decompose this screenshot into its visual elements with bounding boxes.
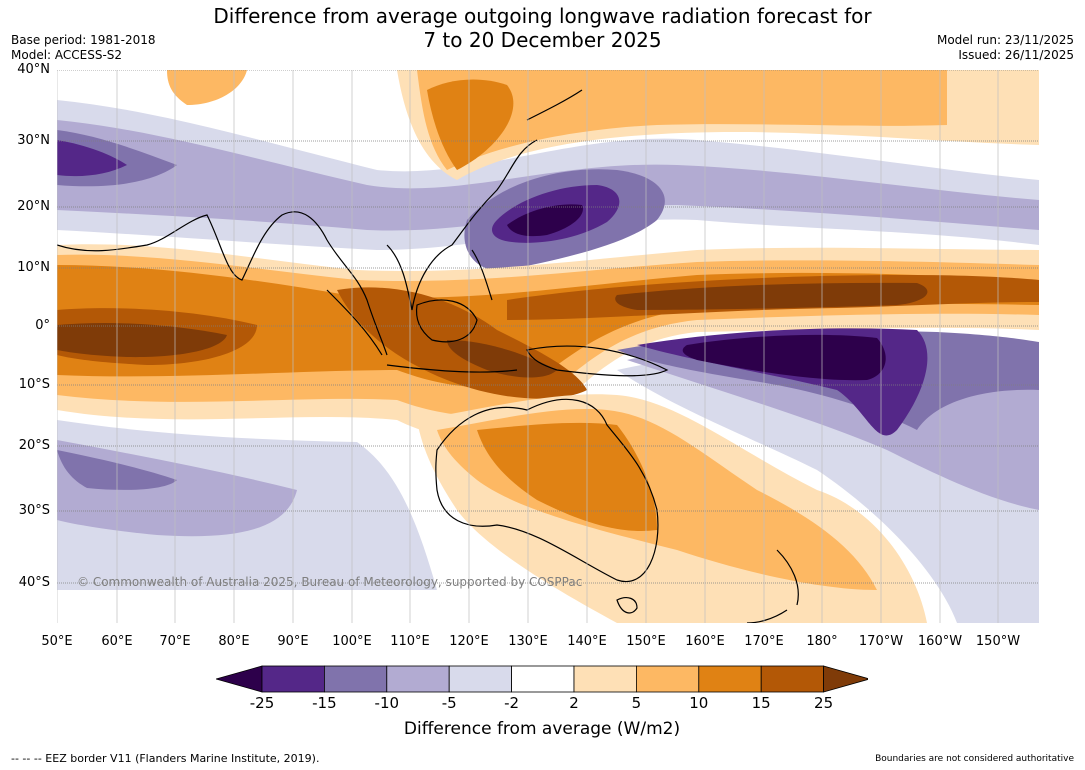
coastline-new-zealand [746, 549, 799, 623]
lat-label: 20°N [17, 199, 50, 214]
anomaly-fields-equatorial [57, 244, 1039, 441]
purple-arabia-core [57, 140, 127, 177]
colorbar-extend-low [216, 665, 263, 693]
coastline-java [386, 364, 518, 373]
colorbar-extend-high [823, 665, 868, 693]
colorbar-cell [261, 665, 325, 693]
orange-east-china [427, 79, 514, 170]
colorbar-tick-label: -25 [249, 694, 275, 712]
lon-label: 170°W [858, 634, 904, 649]
lat-label: 0° [35, 318, 50, 333]
lon-label: 180° [806, 634, 838, 649]
coastline-arabia-india [57, 211, 328, 281]
page-title: Difference from average outgoing longwav… [150, 4, 935, 52]
title-line-2: 7 to 20 December 2025 [423, 28, 662, 52]
orange-australia-strong [477, 422, 657, 531]
coastline-tasmania [616, 597, 638, 614]
colorbar-cell [324, 665, 388, 693]
colorbar-cell [573, 665, 637, 693]
colorbar-cell [448, 665, 512, 693]
lat-label: 10°N [17, 260, 50, 275]
purple-philippines-deep [507, 204, 583, 237]
colorbar-tick-label: -15 [312, 694, 337, 712]
metadata-left: Base period: 1981-2018 Model: ACCESS-S2 [11, 33, 156, 63]
colorbar-tick-label: -10 [374, 694, 400, 712]
darkbrown-indian-ocean [57, 323, 227, 358]
lon-label: 100°E [332, 634, 372, 649]
colorbar-cell [386, 665, 450, 693]
copyright-text: © Commonwealth of Australia 2025, Bureau… [77, 575, 583, 589]
coastlines [57, 89, 799, 623]
coastline-australia [435, 398, 659, 583]
lon-label: 160°E [685, 634, 725, 649]
colorbar-tick-label: 5 [631, 694, 642, 712]
coastline-southeast-asia [326, 139, 538, 356]
coastline-japan [526, 89, 583, 121]
lon-label: 150°E [626, 634, 666, 649]
lon-label: 120°E [449, 634, 489, 649]
map-canvas [57, 70, 1039, 623]
lon-label: 60°E [101, 634, 133, 649]
colorbar-tick-label: 25 [814, 694, 834, 712]
orange-himalaya [167, 70, 247, 105]
lat-label: 30°S [18, 503, 50, 518]
colorbar-cell [511, 665, 575, 693]
anomaly-fields-south [57, 328, 1039, 623]
colorbar-cell [698, 665, 762, 693]
eez-border-note: -- -- -- EEZ border V11 (Flanders Marine… [11, 752, 320, 765]
lat-label: 40°S [18, 575, 50, 590]
coastline-new-guinea [526, 345, 669, 377]
colorbar [216, 665, 868, 693]
lon-label: 70°E [159, 634, 191, 649]
lat-label: 40°N [17, 62, 50, 77]
model-run: Model run: 23/11/2025 [936, 33, 1074, 47]
colorbar-cell [635, 665, 700, 693]
lon-label: 150°W [975, 634, 1021, 649]
coastline-borneo [415, 299, 478, 343]
darkbrown-pacific-itcz [615, 282, 928, 310]
lon-label: 90°E [277, 634, 309, 649]
lon-label: 80°E [218, 634, 250, 649]
lon-label: 110°E [390, 634, 430, 649]
boundaries-disclaimer: Boundaries are not considered authoritat… [875, 754, 1074, 764]
lat-label: 20°S [18, 438, 50, 453]
graticule [57, 70, 1039, 623]
colorbar-tick-label: 15 [751, 694, 771, 712]
model-name: Model: ACCESS-S2 [11, 48, 123, 62]
colorbar-title: Difference from average (W/m2) [403, 719, 681, 739]
olr-anomaly-map [57, 70, 1039, 623]
lat-label: 10°S [18, 377, 50, 392]
lon-label: 140°E [567, 634, 607, 649]
lon-label: 160°W [917, 634, 963, 649]
colorbar-tick-label: -5 [441, 694, 457, 712]
orange-northwest-pacific-mid [417, 70, 947, 170]
colorbar-tick-label: -2 [504, 694, 520, 712]
metadata-right: Model run: 23/11/2025 Issued: 26/11/2025 [937, 33, 1074, 63]
lat-label: 30°N [17, 133, 50, 148]
purple-spcz-deep [682, 334, 886, 381]
colorbar-tick-label: 10 [689, 694, 709, 712]
colorbar-tick-label: 2 [569, 694, 579, 712]
lon-label: 50°E [41, 634, 73, 649]
lon-label: 170°E [744, 634, 784, 649]
issued-date: Issued: 26/11/2025 [958, 48, 1074, 62]
title-line-1: Difference from average outgoing longwav… [213, 4, 872, 28]
base-period: Base period: 1981-2018 [11, 33, 156, 47]
coastline-sumatra [326, 289, 383, 356]
coastline-philippines [471, 249, 493, 301]
lon-label: 130°E [508, 634, 548, 649]
darkbrown-maritime-continent [447, 340, 557, 378]
colorbar-cell [760, 665, 825, 693]
